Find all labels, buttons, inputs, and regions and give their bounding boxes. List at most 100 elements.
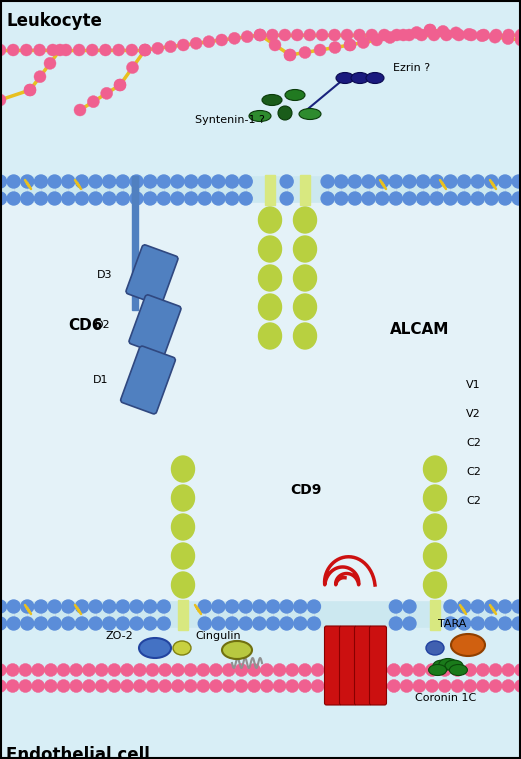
Circle shape: [44, 663, 57, 676]
Circle shape: [203, 36, 215, 48]
Circle shape: [329, 29, 341, 41]
Circle shape: [403, 175, 416, 188]
Circle shape: [89, 617, 102, 630]
Circle shape: [502, 663, 515, 676]
Ellipse shape: [293, 236, 316, 262]
Circle shape: [476, 679, 489, 692]
Circle shape: [108, 679, 121, 692]
Circle shape: [329, 42, 341, 53]
Circle shape: [400, 663, 413, 676]
Circle shape: [0, 94, 6, 106]
Circle shape: [341, 29, 353, 41]
Circle shape: [286, 679, 299, 692]
Ellipse shape: [445, 660, 463, 671]
Circle shape: [424, 24, 436, 36]
Circle shape: [416, 29, 428, 41]
Circle shape: [130, 600, 143, 613]
Circle shape: [184, 663, 197, 676]
Circle shape: [144, 617, 157, 630]
Circle shape: [95, 679, 108, 692]
Circle shape: [426, 679, 439, 692]
Circle shape: [349, 663, 362, 676]
Circle shape: [444, 192, 457, 205]
Circle shape: [451, 679, 464, 692]
Circle shape: [144, 175, 157, 188]
Circle shape: [457, 600, 470, 613]
Circle shape: [273, 679, 286, 692]
Circle shape: [321, 192, 334, 205]
Circle shape: [130, 617, 143, 630]
Bar: [132, 176, 138, 310]
Circle shape: [20, 44, 32, 56]
Ellipse shape: [424, 572, 446, 598]
Ellipse shape: [258, 323, 281, 349]
Circle shape: [391, 29, 403, 41]
Circle shape: [489, 679, 502, 692]
Circle shape: [438, 679, 451, 692]
Circle shape: [515, 34, 521, 46]
Ellipse shape: [426, 641, 444, 655]
Circle shape: [120, 679, 133, 692]
Circle shape: [512, 617, 521, 630]
Circle shape: [253, 617, 266, 630]
Text: TARA: TARA: [438, 619, 466, 629]
Circle shape: [159, 679, 172, 692]
Circle shape: [515, 663, 521, 676]
Circle shape: [74, 104, 86, 116]
Circle shape: [7, 600, 20, 613]
Circle shape: [144, 600, 157, 613]
Circle shape: [226, 175, 239, 188]
Circle shape: [116, 175, 129, 188]
Circle shape: [184, 192, 197, 205]
Text: Syntenin-1 ?: Syntenin-1 ?: [195, 115, 265, 125]
Circle shape: [44, 58, 56, 69]
Circle shape: [453, 29, 465, 41]
Circle shape: [304, 29, 316, 41]
FancyBboxPatch shape: [121, 346, 176, 414]
Circle shape: [62, 617, 75, 630]
Circle shape: [222, 663, 235, 676]
Ellipse shape: [171, 543, 194, 569]
Circle shape: [490, 29, 502, 41]
FancyBboxPatch shape: [325, 626, 341, 705]
Circle shape: [362, 679, 375, 692]
Text: D1: D1: [93, 375, 108, 385]
Circle shape: [337, 663, 350, 676]
Circle shape: [177, 39, 189, 51]
Circle shape: [362, 175, 375, 188]
Circle shape: [7, 617, 20, 630]
Circle shape: [403, 192, 416, 205]
Circle shape: [103, 617, 116, 630]
Circle shape: [120, 663, 133, 676]
Circle shape: [19, 679, 32, 692]
Circle shape: [413, 679, 426, 692]
Circle shape: [62, 600, 75, 613]
Circle shape: [95, 663, 108, 676]
Bar: [0, 628, 521, 759]
Circle shape: [76, 617, 89, 630]
Circle shape: [89, 192, 102, 205]
Circle shape: [139, 44, 151, 56]
Ellipse shape: [299, 109, 321, 119]
Circle shape: [239, 600, 252, 613]
Circle shape: [190, 37, 202, 49]
Bar: [178, 600, 188, 630]
Circle shape: [130, 192, 143, 205]
Circle shape: [403, 29, 415, 41]
Ellipse shape: [173, 641, 191, 655]
Circle shape: [307, 600, 320, 613]
Circle shape: [127, 61, 139, 74]
Ellipse shape: [171, 514, 194, 540]
Circle shape: [54, 44, 66, 56]
Circle shape: [478, 29, 490, 41]
Circle shape: [226, 600, 239, 613]
Circle shape: [165, 41, 177, 52]
Circle shape: [413, 663, 426, 676]
Circle shape: [89, 175, 102, 188]
Circle shape: [44, 679, 57, 692]
Ellipse shape: [293, 207, 316, 233]
Circle shape: [430, 175, 443, 188]
Circle shape: [126, 44, 138, 56]
Circle shape: [100, 44, 111, 56]
Text: Endothelial cell: Endothelial cell: [6, 746, 150, 759]
